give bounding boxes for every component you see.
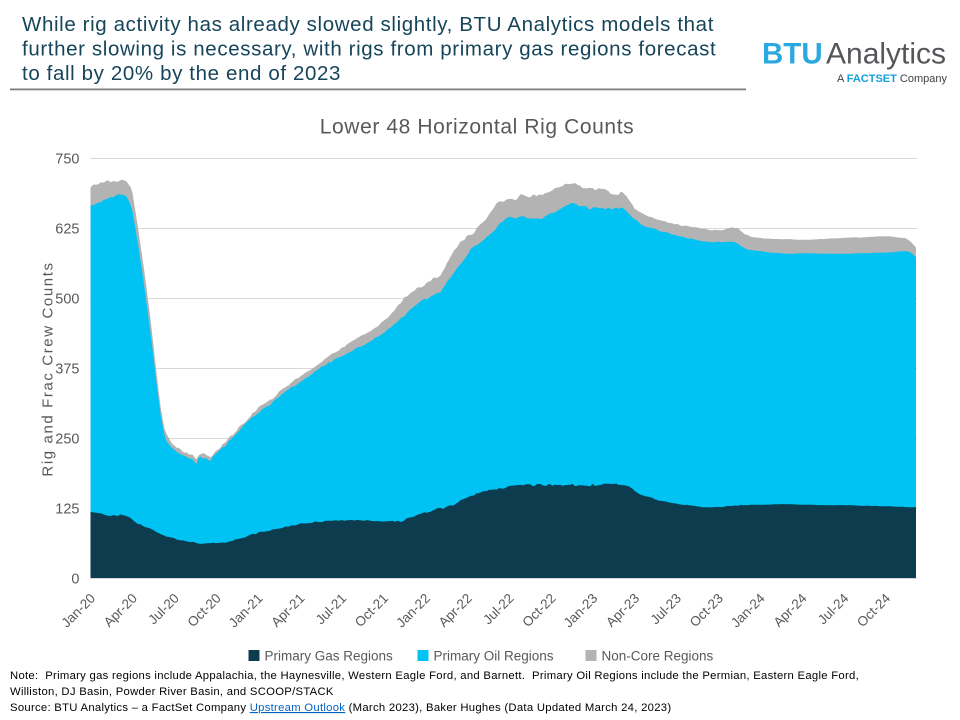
svg-text:500: 500 <box>55 291 79 307</box>
svg-text:375: 375 <box>55 361 79 377</box>
svg-text:A FACTSET Company: A FACTSET Company <box>837 73 948 85</box>
svg-text:While rig activity has already: While rig activity has already slowed sl… <box>22 13 714 36</box>
svg-text:to fall by 20% by the end of 2: to fall by 20% by the end of 2023 <box>22 62 341 85</box>
svg-text:further slowing is necessary,: further slowing is necessary, with rigs … <box>22 38 716 61</box>
svg-text:Lower 48 Horizontal Rig Counts: Lower 48 Horizontal Rig Counts <box>320 116 634 139</box>
svg-text:Williston, DJ Basin, Powder Ri: Williston, DJ Basin, Powder River Basin,… <box>10 686 334 698</box>
svg-text:Non-Core Regions: Non-Core Regions <box>602 649 714 664</box>
svg-text:Note: Primary gas regions inc: Note: Primary gas regions include Appala… <box>10 670 859 682</box>
svg-text:BTU: BTU <box>762 38 823 71</box>
svg-text:125: 125 <box>55 501 79 517</box>
svg-text:250: 250 <box>55 431 79 447</box>
svg-text:0: 0 <box>71 571 79 587</box>
svg-text:Rig and Frac Crew Counts: Rig and Frac Crew Counts <box>40 261 57 476</box>
svg-text:Source: BTU Analytics – a Fact: Source: BTU Analytics – a FactSet Compan… <box>10 702 671 714</box>
svg-text:Primary Gas Regions: Primary Gas Regions <box>265 649 394 664</box>
svg-text:Primary Oil Regions: Primary Oil Regions <box>434 649 554 664</box>
svg-text:750: 750 <box>55 151 79 167</box>
svg-text:Analytics: Analytics <box>826 38 946 71</box>
svg-text:625: 625 <box>55 221 79 237</box>
